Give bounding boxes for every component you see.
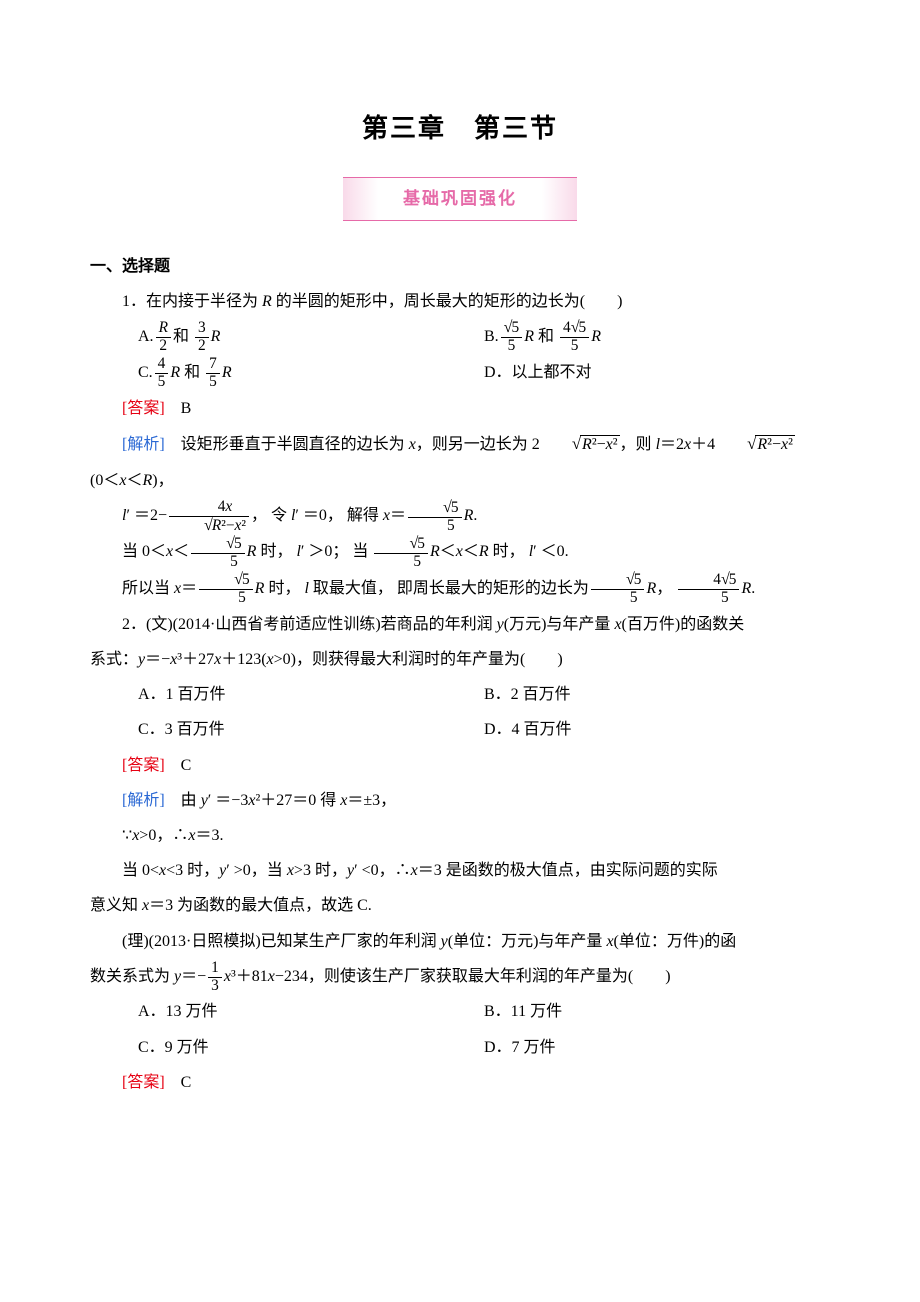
optA-pre: A. bbox=[138, 328, 154, 345]
q2li-optA: A．13 万件 bbox=[138, 994, 484, 1029]
q1-sol-line1b: (0＜x＜R)， bbox=[90, 463, 830, 498]
q2wen-sol3: 当 0<x<3 时，y′ >0，当 x>3 时，y′ <0，∴x＝3 是函数的极… bbox=[90, 853, 830, 888]
q2wen-optA: A．1 百万件 bbox=[138, 677, 484, 712]
sol5-frac2: √55 bbox=[591, 571, 645, 607]
optC-pre: C. bbox=[138, 364, 153, 381]
q2wen-sol1: [解析] 由 y′ ＝−3x²＋27＝0 得 x＝±3， bbox=[90, 783, 830, 818]
optB-pre: B. bbox=[484, 328, 499, 345]
optB-frac1: √55 bbox=[501, 319, 523, 355]
sol-rad2: √R²−x² bbox=[715, 426, 795, 463]
q2li-optC: C．9 万件 bbox=[138, 1030, 484, 1065]
subtitle-banner: 基础巩固强化 bbox=[343, 177, 577, 220]
sol4-frac2: √55 bbox=[374, 535, 428, 571]
q2li-frac: 13 bbox=[208, 960, 222, 995]
optA-frac1: R2 bbox=[156, 320, 171, 355]
subtitle-wrap: 基础巩固强化 bbox=[90, 177, 830, 220]
q1-optB: B.√55R 和 4√55R bbox=[484, 319, 830, 355]
q1-sol-line4: 所以当 x＝√55R 时， l 取最大值， 即周长最大的矩形的边长为√55R， … bbox=[90, 571, 830, 607]
optC-frac2: 75 bbox=[206, 356, 220, 391]
q2li-answer: [答案] C bbox=[90, 1065, 830, 1100]
q1-options: A.R2和 32R B.√55R 和 4√55R C.45R 和 75R D．以… bbox=[90, 319, 830, 391]
optC-mid: R 和 bbox=[170, 364, 204, 381]
section-head-choice: 一、选择题 bbox=[90, 249, 830, 284]
q2wen-optD: D．4 百万件 bbox=[484, 712, 830, 747]
optB-mid: R 和 bbox=[524, 328, 558, 345]
q2wen-optC: C．3 百万件 bbox=[138, 712, 484, 747]
sol-text: 由 y′ ＝−3x²＋27＝0 得 x＝±3， bbox=[165, 792, 396, 809]
q2li-stem: (理)(2013·日照模拟)已知某生产厂家的年利润 y(单位：万元)与年产量 x… bbox=[90, 924, 830, 959]
optC-frac1: 45 bbox=[155, 356, 169, 391]
q1-stem-text: 1．在内接于半径为 R 的半圆的矩形中，周长最大的矩形的边长为( ) bbox=[122, 293, 622, 310]
sol1a: 设矩形垂直于半圆直径的边长为 x，则另一边长为 2 bbox=[165, 436, 540, 453]
q1-optA: A.R2和 32R bbox=[138, 319, 484, 355]
q1-sol-line3: 当 0＜x＜√55R 时， l′ ＞0； 当 √55R＜x＜R 时， l′ ＜0… bbox=[90, 534, 830, 570]
q2wen-stem: 2．(文)(2014·山西省考前适应性训练)若商品的年利润 y(万元)与年产量 … bbox=[90, 607, 830, 642]
q1-optC: C.45R 和 75R bbox=[138, 355, 484, 391]
solution-label: [解析] bbox=[122, 436, 165, 453]
q2li-optD: D．7 万件 bbox=[484, 1030, 830, 1065]
q1-sol-line1: [解析] 设矩形垂直于半圆直径的边长为 x，则另一边长为 2√R²−x²，则 l… bbox=[90, 426, 830, 463]
q2wen-options: A．1 百万件 B．2 百万件 C．3 百万件 D．4 百万件 bbox=[90, 677, 830, 747]
optA-post: R bbox=[211, 328, 221, 345]
q2li-stem-line2: 数关系式为 y＝−13x³＋81x−234，则使该生产厂家获取最大年利润的年产量… bbox=[90, 959, 830, 995]
q1-stem: 1．在内接于半径为 R 的半圆的矩形中，周长最大的矩形的边长为( ) bbox=[90, 284, 830, 319]
sol-rad1: √R²−x² bbox=[540, 426, 620, 463]
optB-frac2: 4√55 bbox=[560, 319, 589, 355]
q2wen-sol3b: 意义知 x＝3 为函数的最大值点，故选 C. bbox=[90, 888, 830, 923]
page-content: 第三章 第三节 基础巩固强化 一、选择题 1．在内接于半径为 R 的半圆的矩形中… bbox=[0, 0, 920, 1160]
sol5-frac3: 4√55 bbox=[678, 571, 739, 607]
q2wen-answer: [答案] C bbox=[90, 748, 830, 783]
q1-answer: [答案] B bbox=[90, 391, 830, 426]
q1-sol-line2: l′ ＝2−4x√R²−x²， 令 l′ ＝0， 解得 x＝√55R. bbox=[90, 498, 830, 534]
q2li-options: A．13 万件 B．11 万件 C．9 万件 D．7 万件 bbox=[90, 994, 830, 1064]
answer-label: [答案] bbox=[122, 1074, 165, 1091]
sol1b: ，则 l＝2x＋4 bbox=[620, 436, 716, 453]
sol5-frac1: √55 bbox=[199, 571, 253, 607]
answer-label: [答案] bbox=[122, 757, 165, 774]
q1-optD: D．以上都不对 bbox=[484, 355, 830, 391]
q2wen-optB: B．2 百万件 bbox=[484, 677, 830, 712]
answer-value: B bbox=[165, 400, 192, 417]
q2wen-sol2: ∵x>0，∴x＝3. bbox=[90, 818, 830, 853]
sol3-frac1: 4x√R²−x² bbox=[169, 499, 249, 535]
answer-value: C bbox=[165, 1074, 192, 1091]
optA-frac2: 32 bbox=[195, 320, 209, 355]
sol3-frac2: √55 bbox=[408, 499, 462, 535]
solution-label: [解析] bbox=[122, 792, 165, 809]
answer-value: C bbox=[165, 757, 192, 774]
sol4-frac1: √55 bbox=[191, 535, 245, 571]
optA-mid: 和 bbox=[173, 328, 193, 345]
answer-label: [答案] bbox=[122, 400, 165, 417]
chapter-title: 第三章 第三节 bbox=[90, 100, 830, 157]
optC-post: R bbox=[222, 364, 232, 381]
optB-post: R bbox=[591, 328, 601, 345]
q2wen-stem-line2: 系式：y＝−x³＋27x＋123(x>0)，则获得最大利润时的年产量为( ) bbox=[90, 642, 830, 677]
q2li-optB: B．11 万件 bbox=[484, 994, 830, 1029]
